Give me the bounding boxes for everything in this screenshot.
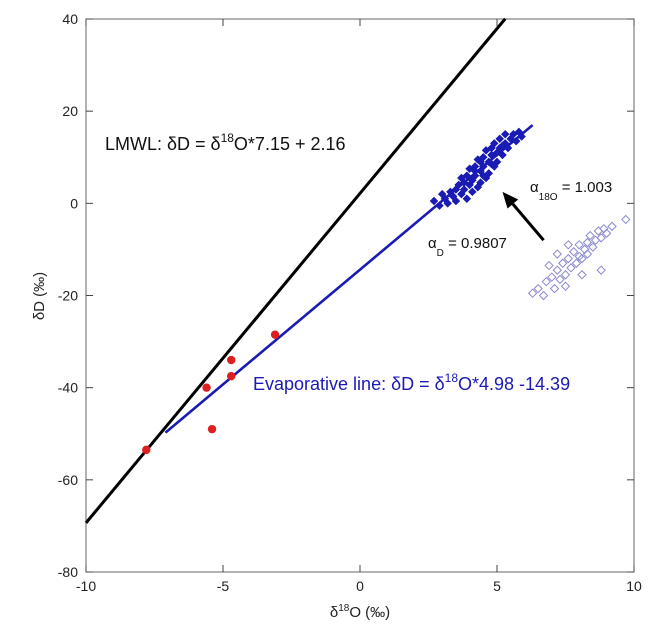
hollow-diamond-point [574,240,584,250]
hollow-diamond-point [601,228,612,238]
hollow-diamond-point [533,283,543,294]
axis-ticks: -10 -5 0 5 10 -80 -60 -40 -20 0 20 40 [58,11,642,594]
hollow-diamond-point [577,253,587,264]
red-point [227,371,236,381]
x-tick-label: 5 [493,578,501,594]
hollow-diamond-point [563,240,573,250]
hollow-diamond-point [544,260,554,271]
blue-diamond-point [498,150,507,160]
hollow-diamond-point [560,281,571,291]
red-point [270,330,280,339]
y-tick-label: -40 [58,380,78,396]
hollow-diamond-point [560,270,571,280]
hollow-diamond-point [621,214,631,225]
x-tick-label: 10 [626,578,642,594]
hollow-diamond-point [549,283,560,294]
blue-diamond-point [443,198,453,208]
hollow-diamond-point [555,274,565,285]
hollow-diamond-point [552,249,562,259]
blue-diamond-point [459,185,469,194]
plot-frame [85,18,635,573]
blue-diamond-point [498,141,507,151]
y-tick-label: 0 [70,195,78,211]
blue-diamond-point [517,132,527,141]
x-tick-label: -5 [217,578,230,594]
red-point [207,424,217,434]
y-axis-title: δD (‰) [31,272,48,320]
hollow-diamond-point [538,290,549,301]
blue-diamond-point [476,178,485,187]
y-tick-label: 40 [62,11,78,27]
hollow-diamond-point [552,265,562,275]
x-tick-label: -10 [76,578,96,594]
blue-diamond-point [500,129,510,139]
trend-arrow [502,191,545,242]
hollow-diamond-point [596,265,606,275]
hollow-diamond-point [582,237,593,248]
hollow-diamond-point [577,270,587,280]
hollow-diamond-point [569,247,579,257]
hollow-diamond-point [541,276,552,287]
blue-diamond-point [470,171,480,181]
hollow-diamond-point [596,233,606,243]
lmwl-equation: LMWL: δD = δ18O*7.15 + 2.16 [105,131,346,154]
blue-diamond-point [435,201,444,210]
evaporative-line-equation: Evaporative line: δD = δ18O*4.98 -14.39 [253,371,570,394]
blue-diamond-point [495,134,505,144]
y-tick-label: 20 [62,103,78,119]
data-points [142,127,631,455]
hollow-diamond-point [571,258,582,268]
hollow-diamond-point [563,253,573,264]
blue-diamond-point [476,157,485,167]
alpha-18o-label: α18O = 1.003 [530,179,612,203]
blue-diamond-point [459,178,469,187]
alpha-d-label: αD = 0.9807 [428,235,507,259]
hollow-diamond-point [582,249,593,259]
blue-diamond-point [462,171,472,181]
blue-diamond-point [470,166,480,176]
red-point [202,383,211,392]
arrow-head [502,191,519,209]
y-tick-label: -20 [58,288,78,304]
hollow-diamond-point [558,258,568,268]
blue-diamond-point [451,196,461,206]
blue-diamond-point [467,187,477,197]
red-point [142,445,151,455]
hollow-diamond-point [607,221,617,232]
y-tick-label: -60 [58,472,78,488]
hollow-diamond-point [527,288,538,298]
red-point [227,355,236,365]
blue-diamond-point [487,159,496,169]
lmwl-line [84,17,507,524]
hollow-diamond-point [588,242,598,252]
blue-diamond-point [511,136,521,146]
hollow-diamond-point [585,230,595,241]
x-axis-title: δ18O (‰) [330,603,390,621]
regression-lines [84,17,534,524]
blue-diamond-point [489,139,499,148]
blue-diamond-point [462,194,472,204]
hollow-diamond-point [566,263,576,273]
blue-diamond-point [429,196,439,206]
y-tick-label: -80 [58,564,78,580]
arrow-shaft [511,203,545,242]
x-tick-label: 0 [356,578,364,594]
blue-diamond-point [478,171,488,181]
hollow-diamond-point [547,272,557,282]
